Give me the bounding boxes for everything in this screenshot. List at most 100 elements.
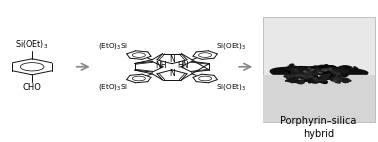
Ellipse shape	[307, 72, 312, 74]
Ellipse shape	[329, 68, 334, 70]
Ellipse shape	[325, 65, 327, 66]
Ellipse shape	[320, 80, 327, 83]
Ellipse shape	[341, 73, 344, 75]
Ellipse shape	[303, 75, 313, 78]
Ellipse shape	[294, 73, 302, 75]
Ellipse shape	[312, 76, 318, 79]
Ellipse shape	[314, 66, 320, 68]
Ellipse shape	[291, 79, 299, 81]
Ellipse shape	[306, 67, 312, 69]
Ellipse shape	[284, 76, 288, 77]
Ellipse shape	[319, 65, 325, 67]
Ellipse shape	[319, 70, 324, 73]
Ellipse shape	[338, 74, 343, 76]
Polygon shape	[270, 67, 368, 74]
Ellipse shape	[277, 70, 282, 71]
Ellipse shape	[320, 71, 326, 73]
Ellipse shape	[307, 68, 312, 71]
Ellipse shape	[299, 70, 305, 72]
Ellipse shape	[327, 68, 336, 70]
Ellipse shape	[354, 67, 356, 68]
Ellipse shape	[299, 73, 302, 75]
Ellipse shape	[293, 66, 301, 69]
Text: NH: NH	[156, 61, 167, 70]
Ellipse shape	[285, 72, 293, 75]
Ellipse shape	[311, 80, 316, 81]
Ellipse shape	[291, 76, 295, 78]
Ellipse shape	[295, 76, 300, 78]
Ellipse shape	[349, 80, 351, 81]
Ellipse shape	[291, 70, 294, 72]
Ellipse shape	[285, 79, 293, 81]
Ellipse shape	[335, 77, 342, 80]
Ellipse shape	[287, 75, 294, 78]
Ellipse shape	[291, 79, 296, 80]
Ellipse shape	[286, 70, 292, 71]
Ellipse shape	[287, 77, 294, 80]
Ellipse shape	[309, 71, 312, 72]
Ellipse shape	[303, 72, 313, 74]
Ellipse shape	[329, 70, 338, 71]
Ellipse shape	[326, 76, 333, 79]
Text: N: N	[169, 69, 175, 78]
Ellipse shape	[302, 75, 306, 77]
Ellipse shape	[332, 68, 337, 70]
Ellipse shape	[316, 77, 320, 79]
Text: CHO: CHO	[23, 83, 42, 92]
Ellipse shape	[321, 74, 330, 77]
Text: Si(OEt)$_3$: Si(OEt)$_3$	[15, 38, 49, 51]
Ellipse shape	[338, 80, 342, 81]
Ellipse shape	[284, 67, 288, 69]
Ellipse shape	[297, 76, 302, 77]
Ellipse shape	[331, 67, 336, 70]
Ellipse shape	[305, 67, 316, 68]
Ellipse shape	[323, 76, 330, 79]
Ellipse shape	[314, 79, 319, 81]
Ellipse shape	[339, 66, 350, 69]
Ellipse shape	[342, 79, 350, 83]
Ellipse shape	[297, 81, 304, 83]
Ellipse shape	[334, 68, 338, 69]
Ellipse shape	[342, 67, 347, 68]
Ellipse shape	[288, 80, 291, 82]
Ellipse shape	[294, 80, 298, 83]
Ellipse shape	[342, 68, 347, 70]
Ellipse shape	[335, 72, 341, 74]
Ellipse shape	[325, 65, 328, 67]
Ellipse shape	[296, 74, 303, 76]
Ellipse shape	[308, 76, 314, 77]
Ellipse shape	[327, 75, 336, 76]
Ellipse shape	[311, 71, 318, 73]
Ellipse shape	[330, 76, 336, 78]
Ellipse shape	[318, 66, 328, 68]
Ellipse shape	[318, 72, 323, 74]
Ellipse shape	[311, 81, 318, 83]
Ellipse shape	[322, 79, 326, 81]
Ellipse shape	[308, 70, 314, 73]
Ellipse shape	[306, 76, 309, 78]
Ellipse shape	[332, 79, 338, 81]
Ellipse shape	[311, 70, 313, 71]
Text: (EtO)$_3$Si: (EtO)$_3$Si	[98, 41, 129, 51]
Ellipse shape	[317, 69, 323, 70]
Ellipse shape	[335, 71, 341, 74]
Ellipse shape	[294, 76, 299, 78]
Text: Si(OEt)$_3$: Si(OEt)$_3$	[215, 41, 246, 51]
Ellipse shape	[322, 69, 323, 70]
Ellipse shape	[290, 77, 297, 80]
Ellipse shape	[291, 72, 295, 74]
Ellipse shape	[330, 74, 336, 77]
Ellipse shape	[304, 69, 308, 70]
Ellipse shape	[288, 66, 291, 67]
Ellipse shape	[312, 77, 318, 79]
Ellipse shape	[318, 79, 322, 81]
Ellipse shape	[327, 74, 332, 76]
Ellipse shape	[313, 73, 317, 75]
Ellipse shape	[305, 74, 313, 77]
Ellipse shape	[302, 80, 310, 81]
Ellipse shape	[322, 70, 328, 73]
Ellipse shape	[319, 79, 324, 81]
Ellipse shape	[323, 73, 330, 75]
Ellipse shape	[316, 68, 325, 70]
Ellipse shape	[291, 67, 295, 69]
